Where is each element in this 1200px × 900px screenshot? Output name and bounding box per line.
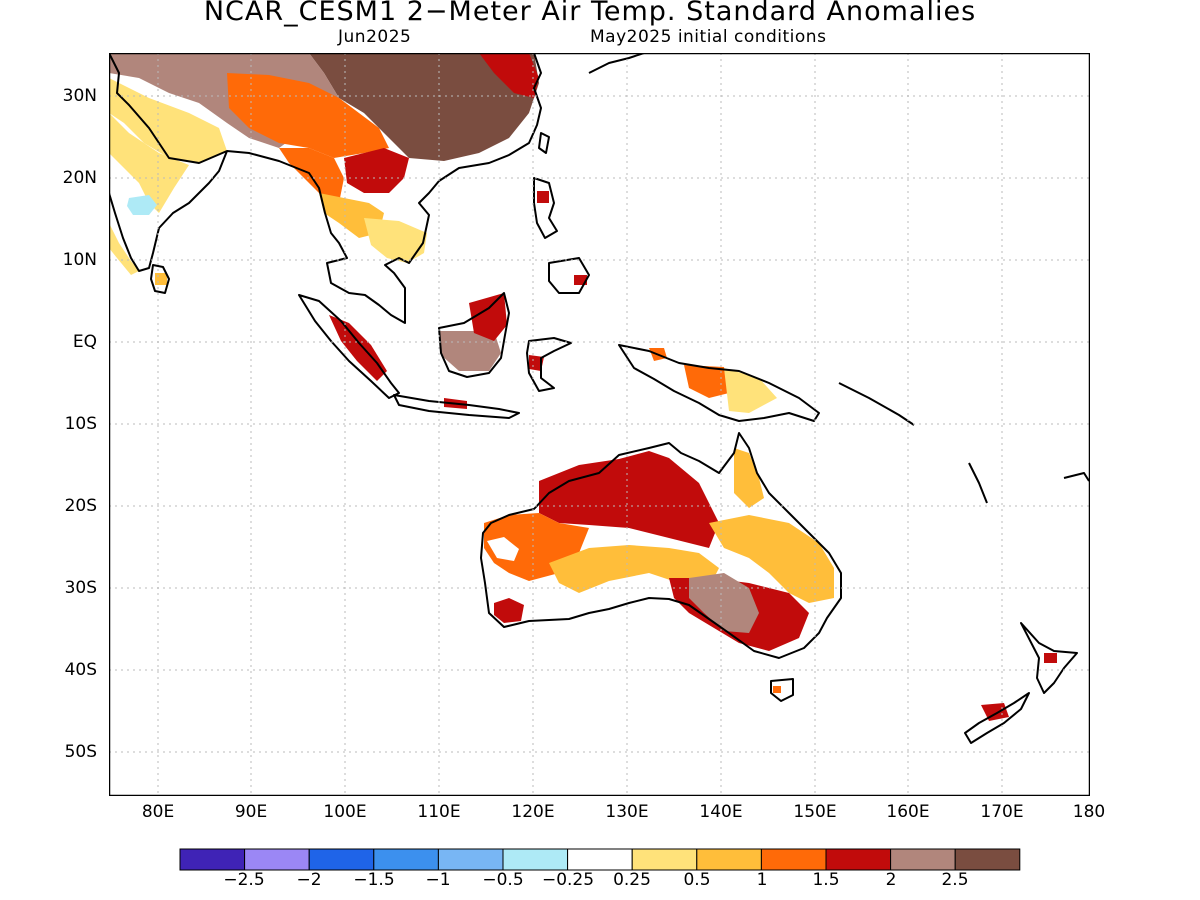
colorbar-box [244, 848, 310, 871]
coast-mindanao [548, 257, 590, 294]
coast-sumatra [298, 294, 400, 399]
lon-label: 150E [793, 802, 837, 822]
anomaly-region-china-interior [309, 53, 539, 161]
coast-tasmania [770, 678, 794, 702]
anomaly-region-india-central [109, 113, 189, 213]
lat-label: 40S [64, 660, 97, 680]
valid-month: Jun2025 [338, 27, 412, 47]
colorbar-box [631, 848, 698, 871]
anomaly-region-new-guinea-west [649, 348, 729, 398]
lon-label: 160E [886, 802, 930, 822]
anomaly-region-indochina-core [344, 148, 409, 193]
anomaly-map [109, 53, 1090, 796]
coast-taiwan [538, 132, 550, 154]
initial-conditions: May2025 initial conditions [590, 27, 827, 47]
coast-luzon [533, 177, 558, 239]
coast-nz-north [1020, 622, 1078, 694]
colorbar-label: 0.25 [613, 870, 651, 890]
coast-fiji [1063, 472, 1090, 482]
colorbar-boxes [179, 848, 1021, 871]
colorbar [179, 848, 1021, 871]
colorbar-label: 2.5 [941, 870, 969, 890]
anomaly-region-borneo-north [469, 293, 507, 341]
lon-label: 90E [234, 802, 268, 822]
lon-label: 170E [980, 802, 1024, 822]
anomaly-region-india-west-coast [109, 223, 139, 275]
colorbar-box [437, 848, 504, 871]
coast-sri-lanka [150, 264, 170, 294]
coast-solomon [838, 382, 915, 426]
colorbar-box [890, 848, 956, 871]
lat-label: 30N [62, 86, 97, 106]
colorbar-box [308, 848, 375, 871]
lat-label: 10S [64, 414, 97, 434]
colorbar-label: 1 [756, 870, 768, 890]
lat-label: 20S [64, 496, 97, 516]
coast-vanuatu [968, 462, 988, 504]
coast-sulawesi [526, 337, 572, 392]
colorbar-label: 0.5 [683, 870, 711, 890]
coast-indochina [226, 53, 542, 324]
coast-java [393, 394, 520, 419]
lat-label: 10N [62, 250, 97, 270]
lat-label: 50S [64, 742, 97, 762]
map-frame [109, 53, 1090, 796]
lon-label: 180 [1072, 802, 1106, 822]
anomaly-region-australia-southeast-peak [689, 573, 759, 633]
anomaly-region-australia-cape-york [734, 448, 764, 508]
colorbar-label: −1 [425, 870, 451, 890]
anomaly-region-india-north [109, 78, 227, 163]
lon-label: 120E [511, 802, 555, 822]
anomaly-region-bay-of-bengal-cool-patch [127, 195, 157, 215]
anomaly-region-borneo-south [439, 331, 501, 371]
colorbar-box [760, 848, 827, 871]
colorbar-box [825, 848, 892, 871]
anomaly-region-australia-west-cool [487, 537, 519, 561]
colorbar-label: 2 [885, 870, 897, 890]
anomaly-region-tasmania [773, 686, 781, 693]
lon-label: 100E [323, 802, 367, 822]
lat-label: 30S [64, 578, 97, 598]
lat-label: 20N [62, 168, 97, 188]
lon-label: 130E [605, 802, 649, 822]
colorbar-box [502, 848, 569, 871]
colorbar-box [954, 848, 1021, 871]
colorbar-box [567, 848, 633, 871]
coast-japan [588, 53, 645, 74]
lon-label: 80E [141, 802, 175, 822]
coast-borneo [438, 292, 510, 378]
anomaly-region-himalaya-belt [227, 73, 389, 158]
anomaly-region-sri-lanka [155, 273, 167, 285]
anomaly-region-cambodia-laos [364, 218, 427, 263]
anomaly-region-australia-east [709, 515, 834, 603]
colorbar-label: −2.5 [223, 870, 265, 890]
anomaly-region-new-guinea-east [724, 368, 777, 413]
coast-nz-south [964, 692, 1030, 744]
anomaly-region-australia-north [539, 451, 719, 548]
colorbar-label: −0.5 [482, 870, 524, 890]
anomaly-region-australia-southwest [494, 598, 524, 623]
graticule [109, 53, 1090, 796]
colorbar-box [373, 848, 439, 871]
anomaly-region-new-zealand-north [1044, 653, 1057, 663]
anomaly-region-new-zealand-south [981, 703, 1009, 721]
coast-new-guinea [618, 344, 820, 422]
lon-label: 110E [417, 802, 461, 822]
coast-india [109, 53, 228, 272]
colorbar-box [179, 848, 246, 871]
colorbar-box [696, 848, 762, 871]
anomaly-region-sumatra [329, 315, 387, 381]
colorbar-label: −2 [296, 870, 322, 890]
anomaly-region-northeast-china [479, 53, 539, 98]
coast-australia [480, 432, 842, 659]
lon-label: 140E [699, 802, 743, 822]
colorbar-label: −0.25 [541, 870, 595, 890]
map-title: NCAR_CESM1 2−Meter Air Temp. Standard An… [203, 0, 977, 27]
colorbar-label: 1.5 [812, 870, 840, 890]
colorbar-label: −1.5 [353, 870, 395, 890]
coastlines [109, 53, 1090, 744]
lat-label: EQ [72, 332, 97, 352]
anomaly-region-philippines [537, 191, 587, 285]
